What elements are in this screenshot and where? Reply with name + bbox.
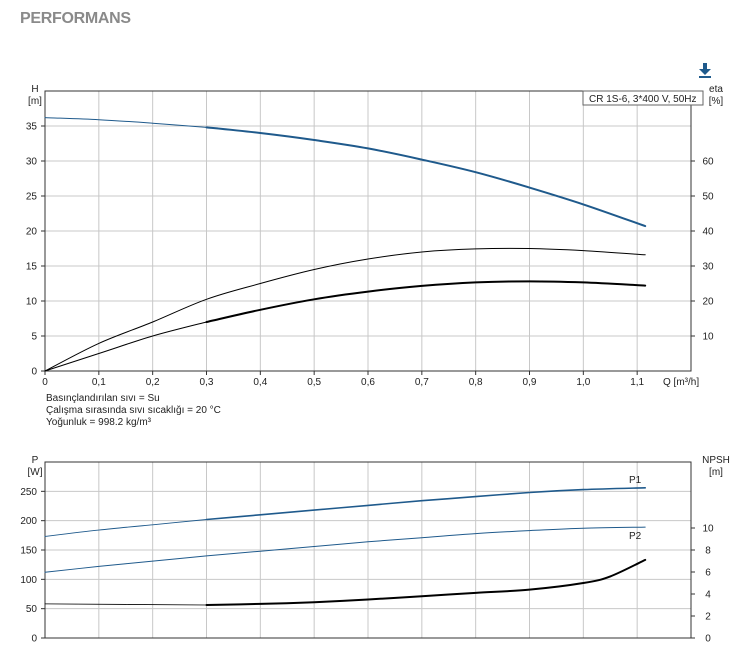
x-tick-label: 0,5 (307, 377, 321, 388)
note-fluid: Basınçlandırılan sıvı = Su (46, 393, 160, 404)
y-right-label: eta (709, 84, 723, 95)
y-right-tick-label: 0 (705, 634, 711, 645)
y-left-tick-label: 35 (26, 122, 38, 133)
y-right-tick-label: 40 (702, 227, 714, 238)
x-tick-label: 0,1 (92, 377, 106, 388)
y-right-unit: [%] (709, 96, 724, 107)
y-left-tick-label: 50 (26, 604, 38, 615)
model-label-box: CR 1S-6, 3*400 V, 50Hz (582, 90, 704, 106)
model-label: CR 1S-6, 3*400 V, 50Hz (589, 94, 696, 105)
y-right-tick-label: 10 (702, 332, 714, 343)
x-tick-label: 0 (42, 377, 48, 388)
x-tick-label: 0,4 (253, 377, 267, 388)
series-line (44, 321, 207, 372)
y-right-tick-label: 50 (702, 192, 714, 203)
series-line (205, 558, 647, 606)
y-right-tick-label: 2 (705, 612, 711, 623)
y-right-tick-label: 60 (702, 157, 714, 168)
y-left-tick-label: 10 (26, 297, 38, 308)
series-line (205, 280, 647, 323)
series-line (44, 117, 207, 128)
x-tick-label: 0,6 (361, 377, 375, 388)
fluid-notes: Basınçlandırılan sıvı = Su Çalışma sıras… (46, 393, 221, 428)
y-left-tick-label: 0 (31, 634, 37, 645)
x-axis-label: Q [m³/h] (663, 377, 699, 388)
y-right-unit: [m] (709, 467, 723, 478)
page-title: PERFORMANS (20, 10, 131, 27)
y-left-label: H (31, 84, 38, 95)
y-right-tick-label: 8 (705, 546, 711, 557)
y-left-tick-label: 200 (20, 516, 37, 527)
y-left-tick-label: 100 (20, 575, 37, 586)
y-right-tick-label: 30 (702, 262, 714, 273)
y-left-label: P (32, 455, 39, 466)
series-p2 (44, 526, 646, 573)
y-left-tick-label: 5 (31, 332, 37, 343)
download-icon[interactable] (698, 62, 712, 78)
y-right-tick-label: 4 (705, 590, 711, 601)
y-left-unit: [m] (28, 96, 42, 107)
x-tick-label: 0,3 (200, 377, 214, 388)
y-right-tick-label: 10 (702, 524, 714, 535)
series-label-p1: P1 (629, 475, 642, 486)
note-temperature: Çalışma sırasında sıvı sıcaklığı = 20 °C (46, 405, 221, 416)
y-left-tick-label: 20 (26, 227, 38, 238)
x-tick-label: 1,1 (630, 377, 644, 388)
series-line (44, 603, 207, 606)
y-right-tick-label: 20 (702, 297, 714, 308)
x-tick-label: 1,0 (576, 377, 590, 388)
y-left-tick-label: 15 (26, 262, 38, 273)
y-left-tick-label: 25 (26, 192, 38, 203)
y-left-tick-label: 0 (31, 367, 37, 378)
x-tick-label: 0,7 (415, 377, 429, 388)
y-right-label: NPSH (702, 455, 730, 466)
y-right-tick-label: 6 (705, 568, 711, 579)
series-p1 (205, 487, 646, 521)
y-left-tick-label: 250 (20, 487, 37, 498)
y-left-unit: [W] (28, 467, 43, 478)
series-label-p2: P2 (629, 531, 642, 542)
x-tick-label: 0,9 (523, 377, 537, 388)
y-left-tick-label: 30 (26, 157, 38, 168)
power-npsh-chart: 0 50 100 150 200 250 0 2 4 6 8 10 P[W] NPSH[m] P1 P2 (20, 455, 730, 645)
x-tick-label: 0,8 (469, 377, 483, 388)
head-efficiency-chart: 0 5 10 15 20 25 30 35 10 20 30 40 50 60 H[m] eta[%] 0 0,1… (26, 84, 724, 388)
series-line (205, 126, 647, 228)
note-density: Yoğunluk = 998.2 kg/m³ (46, 417, 152, 428)
x-tick-label: 0,2 (146, 377, 160, 388)
series-line (44, 247, 646, 372)
series-line (44, 519, 207, 537)
y-left-tick-label: 150 (20, 546, 37, 557)
